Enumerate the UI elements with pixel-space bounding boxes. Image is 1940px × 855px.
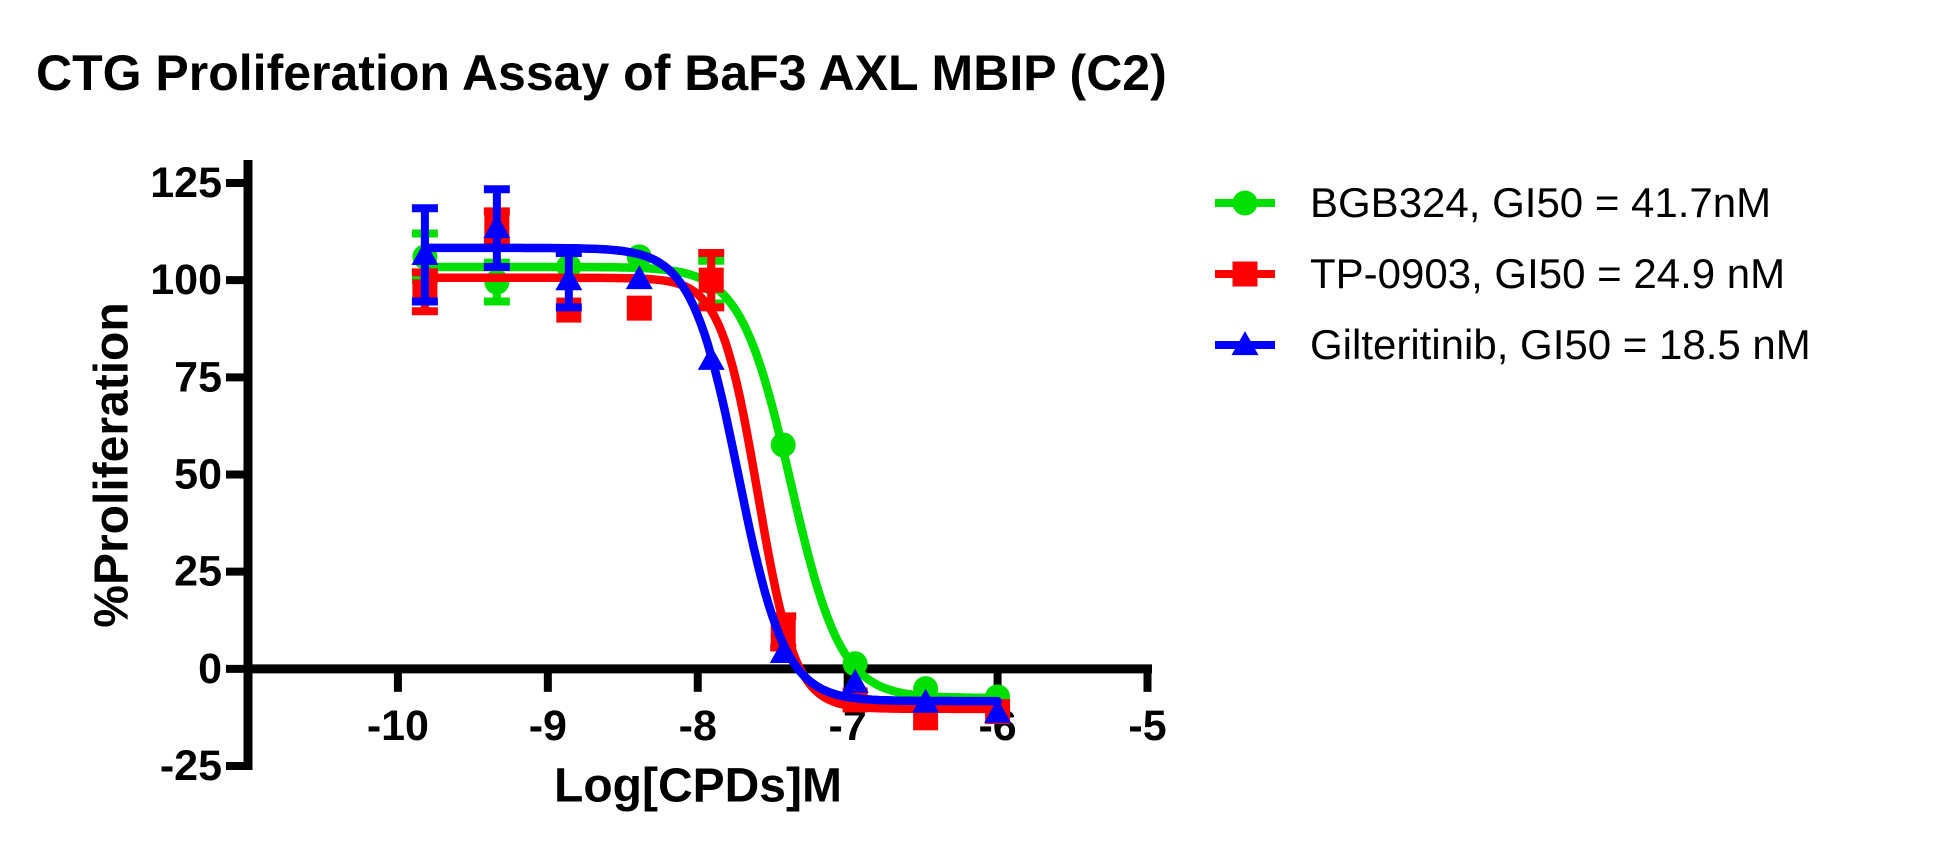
legend-label: TP-0903, GI50 = 24.9 nM xyxy=(1310,250,1786,297)
y-tick-label: 100 xyxy=(150,256,222,304)
triangle-marker-Gilteritinib xyxy=(984,698,1012,723)
circle-marker-BGB324 xyxy=(484,269,510,295)
legend-label: BGB324, GI50 = 41.7nM xyxy=(1310,179,1772,226)
square-marker-icon xyxy=(1215,261,1275,287)
y-tick-label: 0 xyxy=(198,645,222,693)
y-tick-label: 125 xyxy=(150,159,222,207)
y-tick-label: 25 xyxy=(174,548,222,596)
triangle-marker-icon xyxy=(1215,331,1275,356)
circle-marker-BGB324 xyxy=(842,651,868,677)
x-tick-label: -5 xyxy=(1128,702,1166,750)
triangle-marker-Gilteritinib xyxy=(697,345,725,370)
legend-marker-glyph xyxy=(1232,261,1258,287)
circle-marker-BGB324 xyxy=(770,432,796,458)
legend-label: Gilteritinib, GI50 = 18.5 nM xyxy=(1310,321,1811,368)
chart-title: CTG Proliferation Assay of BaF3 AXL MBIP… xyxy=(36,45,1167,101)
legend-item-TP-0903: TP-0903, GI50 = 24.9 nM xyxy=(1212,245,1811,303)
x-tick-label: -8 xyxy=(679,702,717,750)
x-axis-title: Log[CPDs]M xyxy=(554,760,842,813)
square-marker-TP-0903 xyxy=(626,295,652,321)
x-tick-label: -9 xyxy=(529,702,567,750)
legend-marker-glyph xyxy=(1231,331,1259,356)
series-Gilteritinib xyxy=(411,185,1012,723)
y-axis-title: %Proliferation xyxy=(86,302,139,627)
square-marker-TP-0903 xyxy=(698,267,724,293)
legend: BGB324, GI50 = 41.7nM TP-0903, GI50 = 24.… xyxy=(1212,174,1811,387)
triangle-marker-Gilteritinib xyxy=(912,688,940,713)
legend-item-BGB324: BGB324, GI50 = 41.7nM xyxy=(1212,174,1811,232)
triangle-marker-Gilteritinib xyxy=(411,240,439,265)
fit-curve-BGB324 xyxy=(420,262,1002,703)
y-tick-label: -25 xyxy=(160,742,222,790)
y-tick-label: 50 xyxy=(174,451,222,499)
y-tick-label: 75 xyxy=(174,353,222,401)
triangle-marker-Gilteritinib xyxy=(625,265,653,290)
legend-item-Gilteritinib: Gilteritinib, GI50 = 18.5 nM xyxy=(1212,316,1811,374)
triangle-marker-Gilteritinib xyxy=(769,638,797,663)
circle-marker-BGB324 xyxy=(913,676,939,702)
x-tick-label: -10 xyxy=(367,702,429,750)
triangle-marker-Gilteritinib xyxy=(555,266,583,291)
triangle-marker-Gilteritinib xyxy=(841,668,869,693)
series-layer xyxy=(411,185,1012,731)
legend-marker-glyph xyxy=(1232,190,1258,216)
circle-marker-icon xyxy=(1215,190,1275,216)
triangle-marker-Gilteritinib xyxy=(483,214,511,239)
